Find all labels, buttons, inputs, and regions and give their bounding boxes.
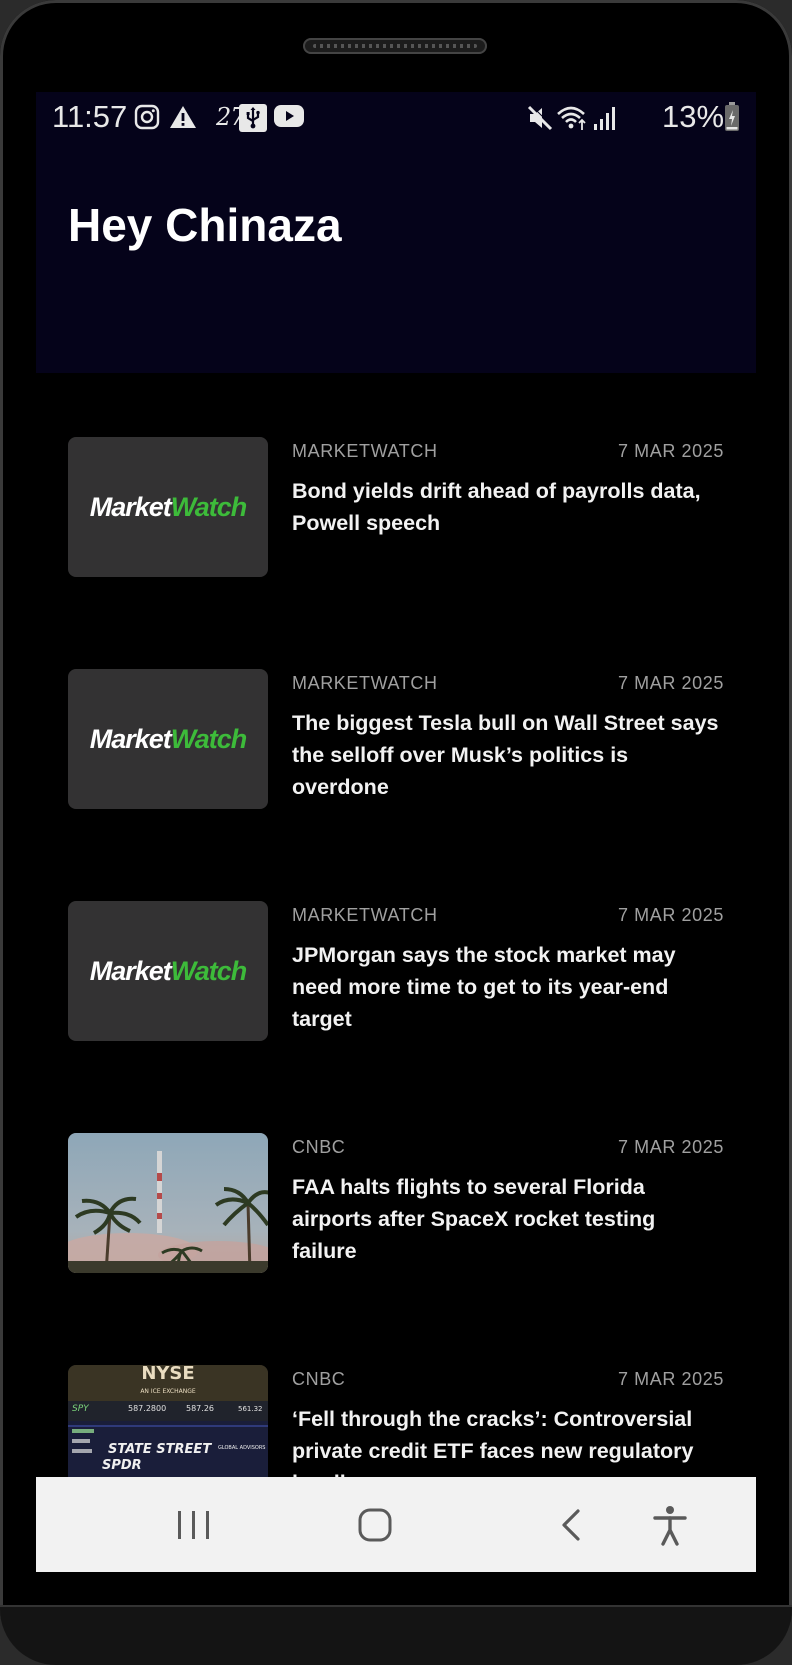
news-date: 7 MAR 2025: [617, 673, 724, 693]
svg-text:STATE STREET: STATE STREET: [108, 1442, 212, 1457]
news-headline[interactable]: FAA halts flights to several Florida air…: [292, 1175, 656, 1263]
accessibility-icon[interactable]: [648, 1503, 692, 1547]
svg-text:561.32: 561.32: [238, 1405, 263, 1413]
greeting-title: Hey Chinaza: [68, 199, 342, 251]
news-item[interactable]: MarketWatch MARKETWATCH 7 MAR 2025 JPMor…: [36, 837, 756, 1069]
status-time: 11:57: [52, 99, 128, 134]
news-date: 7 MAR 2025: [617, 1369, 724, 1389]
mute-icon: [526, 104, 554, 137]
news-source: CNBC: [292, 1369, 346, 1389]
marketwatch-logo: MarketWatch: [89, 724, 248, 754]
battery-icon: [724, 102, 740, 137]
marketwatch-logo: MarketWatch: [89, 492, 248, 522]
app-header: 11:57 27°: [36, 92, 756, 373]
svg-text:GLOBAL ADVISORS: GLOBAL ADVISORS: [218, 1445, 265, 1451]
phone-screen: 11:57 27°: [36, 92, 756, 1572]
instagram-icon: [134, 104, 160, 135]
wifi-icon: [556, 104, 590, 137]
svg-text:SPY: SPY: [72, 1404, 90, 1414]
news-item[interactable]: CNBC 7 MAR 2025 FAA halts flights to sev…: [36, 1069, 756, 1301]
marketwatch-thumbnail[interactable]: MarketWatch: [68, 901, 268, 1041]
usb-icon: [239, 104, 267, 137]
news-source: MARKETWATCH: [292, 673, 438, 693]
marketwatch-logo: MarketWatch: [89, 956, 248, 986]
news-headline[interactable]: Bond yields drift ahead of payrolls data…: [292, 479, 701, 535]
svg-text:NYSE: NYSE: [141, 1365, 194, 1384]
svg-text:SPDR: SPDR: [102, 1458, 142, 1473]
svg-text:587.2800: 587.2800: [128, 1404, 166, 1413]
svg-text:AN ICE EXCHANGE: AN ICE EXCHANGE: [140, 1388, 196, 1395]
news-source: CNBC: [292, 1137, 346, 1157]
marketwatch-thumbnail[interactable]: MarketWatch: [68, 437, 268, 577]
marketwatch-thumbnail[interactable]: MarketWatch: [68, 669, 268, 809]
svg-text:587.26: 587.26: [186, 1404, 214, 1413]
rocket-launch-photo: [68, 1133, 268, 1273]
news-headline[interactable]: The biggest Tesla bull on Wall Street sa…: [292, 711, 719, 799]
news-date: 7 MAR 2025: [617, 905, 724, 925]
news-item[interactable]: MarketWatch MARKETWATCH 7 MAR 2025 Bond …: [36, 373, 756, 605]
warning-icon: [169, 104, 197, 135]
system-nav-bar: [36, 1477, 756, 1572]
status-bar: 11:57 27°: [36, 92, 756, 142]
news-date: 7 MAR 2025: [617, 1137, 724, 1157]
news-headline[interactable]: JPMorgan says the stock market may need …: [292, 943, 676, 1031]
device-bottom-bezel: [0, 1605, 792, 1665]
speaker-grille: [303, 38, 487, 54]
signal-icon: [592, 104, 618, 137]
rocket-launch-thumbnail[interactable]: [68, 1133, 268, 1273]
news-source: MARKETWATCH: [292, 441, 438, 461]
youtube-icon: [274, 104, 304, 133]
recents-icon[interactable]: [172, 1503, 216, 1547]
news-item[interactable]: MarketWatch MARKETWATCH 7 MAR 2025 The b…: [36, 605, 756, 837]
status-battery-percent: 13%: [662, 99, 725, 134]
news-date: 7 MAR 2025: [617, 441, 724, 461]
home-icon[interactable]: [354, 1503, 398, 1547]
back-icon[interactable]: [552, 1503, 596, 1547]
news-source: MARKETWATCH: [292, 905, 438, 925]
